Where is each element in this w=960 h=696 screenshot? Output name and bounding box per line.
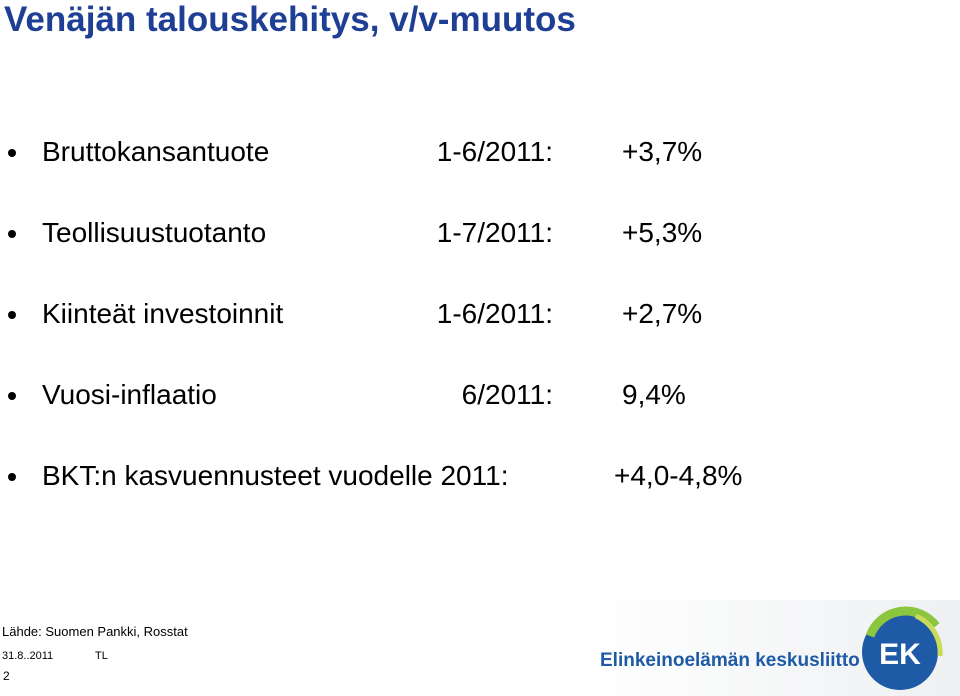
item-value: 9,4% <box>622 379 686 410</box>
item-value: +4,0-4,8% <box>614 460 743 491</box>
item-label: Teollisuustuotanto <box>42 217 267 248</box>
bullet <box>8 230 16 238</box>
item-label: BKT:n kasvuennusteet vuodelle 2011: <box>42 460 509 491</box>
slide-title: Venäjän talouskehitys, v/v-muutos <box>4 0 576 39</box>
logo-name: Elinkeinoelämän keskusliitto <box>600 650 860 671</box>
logo-circle <box>862 614 938 690</box>
item-label: Vuosi-inflaatio <box>42 379 217 410</box>
page-number: 2 <box>3 669 10 683</box>
item-period: 6/2011: <box>461 379 553 410</box>
logo-arc <box>865 606 940 638</box>
bullet <box>8 473 16 481</box>
item-label: Bruttokansantuote <box>42 136 270 167</box>
item-value: +3,7% <box>622 136 703 167</box>
logo-mark: EK <box>862 606 943 690</box>
author: TL <box>95 650 108 662</box>
bullet <box>8 311 16 319</box>
logo-text: EK <box>879 638 921 671</box>
bullet-row: Teollisuustuotanto 1-7/2011: +5,3% <box>0 213 960 253</box>
item-period: 1-6/2011: <box>436 298 553 329</box>
bullet-row: Bruttokansantuote 1-6/2011: +3,7% <box>0 132 960 172</box>
item-label: Kiinteät investoinnit <box>42 298 284 329</box>
date: 31.8..2011 <box>2 650 54 662</box>
bullet-row: Kiinteät investoinnit 1-6/2011: +2,7% <box>0 294 960 334</box>
item-period: 1-7/2011: <box>436 217 553 248</box>
bullet-row: Vuosi-inflaatio 6/2011: 9,4% <box>0 375 960 415</box>
item-period: 1-6/2011: <box>436 136 553 167</box>
bullet-row: BKT:n kasvuennusteet vuodelle 2011: +4,0-… <box>0 456 960 496</box>
bullet <box>8 392 16 400</box>
source: Lähde: Suomen Pankki, Rosstat <box>2 624 188 639</box>
bullet <box>8 149 16 157</box>
item-value: +2,7% <box>622 298 703 329</box>
logo-arc <box>914 613 943 657</box>
item-value: +5,3% <box>622 217 703 248</box>
